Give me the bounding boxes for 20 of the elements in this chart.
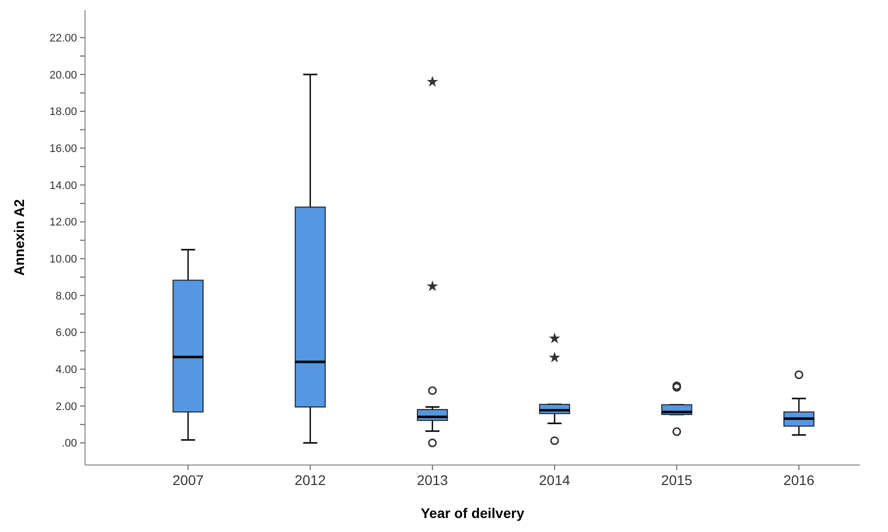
- y-tick-label: 6.00: [56, 327, 77, 340]
- y-axis-title: Annexin A2: [11, 199, 27, 276]
- x-tick-label: 2016: [783, 472, 815, 488]
- y-tick-label: 14.00: [49, 180, 77, 192]
- x-tick-label: 2007: [172, 472, 204, 488]
- y-tick-label: 10.00: [49, 254, 77, 266]
- y-tick-label: 18.00: [49, 106, 77, 118]
- x-tick-label: 2015: [661, 472, 693, 488]
- x-tick-label: 2013: [416, 472, 448, 488]
- y-tick-label: 2.00: [56, 400, 77, 413]
- y-tick-label: 22.00: [49, 32, 77, 44]
- y-tick-label: 12.00: [49, 216, 77, 229]
- y-tick-label: 4.00: [56, 364, 77, 376]
- y-tick-label: 8.00: [56, 290, 77, 302]
- y-tick-label: 20.00: [49, 69, 77, 82]
- y-tick-label: .00: [62, 438, 77, 450]
- x-tick-label: 2012: [294, 472, 326, 488]
- y-tick-label: 16.00: [49, 143, 77, 156]
- x-axis-title: Year of deilvery: [420, 505, 524, 521]
- x-tick-label: 2014: [539, 472, 570, 488]
